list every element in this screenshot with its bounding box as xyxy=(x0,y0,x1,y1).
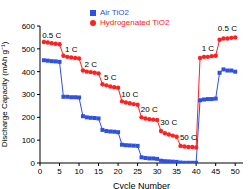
svg-text:0: 0 xyxy=(31,159,36,168)
svg-text:0: 0 xyxy=(38,167,43,176)
svg-text:50 C: 50 C xyxy=(180,133,197,142)
svg-text:0.5 C: 0.5 C xyxy=(218,24,237,33)
svg-text:25: 25 xyxy=(133,167,142,176)
svg-text:30 C: 30 C xyxy=(160,118,177,127)
svg-text:100: 100 xyxy=(22,136,36,145)
svg-text:10 C: 10 C xyxy=(121,90,138,99)
svg-text:0.5 C: 0.5 C xyxy=(42,31,61,40)
svg-text:1 C: 1 C xyxy=(65,45,78,54)
svg-text:30: 30 xyxy=(153,167,162,176)
html-text:Hydrogenated TiO2: Hydrogenated TiO2 xyxy=(100,18,170,27)
svg-text:300: 300 xyxy=(22,90,36,99)
svg-text:2 C: 2 C xyxy=(85,60,98,69)
svg-text:45: 45 xyxy=(211,167,220,176)
svg-text:5: 5 xyxy=(57,167,62,176)
svg-text:1 C: 1 C xyxy=(202,44,215,53)
svg-text:50: 50 xyxy=(231,167,240,176)
svg-text:20 C: 20 C xyxy=(141,105,158,114)
svg-text:500: 500 xyxy=(22,45,36,54)
svg-text:Discharge Capacity (mAh g⁻¹): Discharge Capacity (mAh g⁻¹) xyxy=(8,41,9,147)
svg-text:40: 40 xyxy=(192,167,201,176)
svg-text:600: 600 xyxy=(22,22,36,31)
svg-text:15: 15 xyxy=(94,167,103,176)
html-text:Air TiO2: Air TiO2 xyxy=(100,8,129,17)
svg-text:20: 20 xyxy=(114,167,123,176)
svg-text:Cycle Number: Cycle Number xyxy=(113,181,170,189)
svg-text:35: 35 xyxy=(172,167,181,176)
svg-text:5 C: 5 C xyxy=(104,73,117,82)
svg-text:400: 400 xyxy=(22,68,36,77)
svg-text:10: 10 xyxy=(75,167,84,176)
svg-text:200: 200 xyxy=(22,113,36,122)
